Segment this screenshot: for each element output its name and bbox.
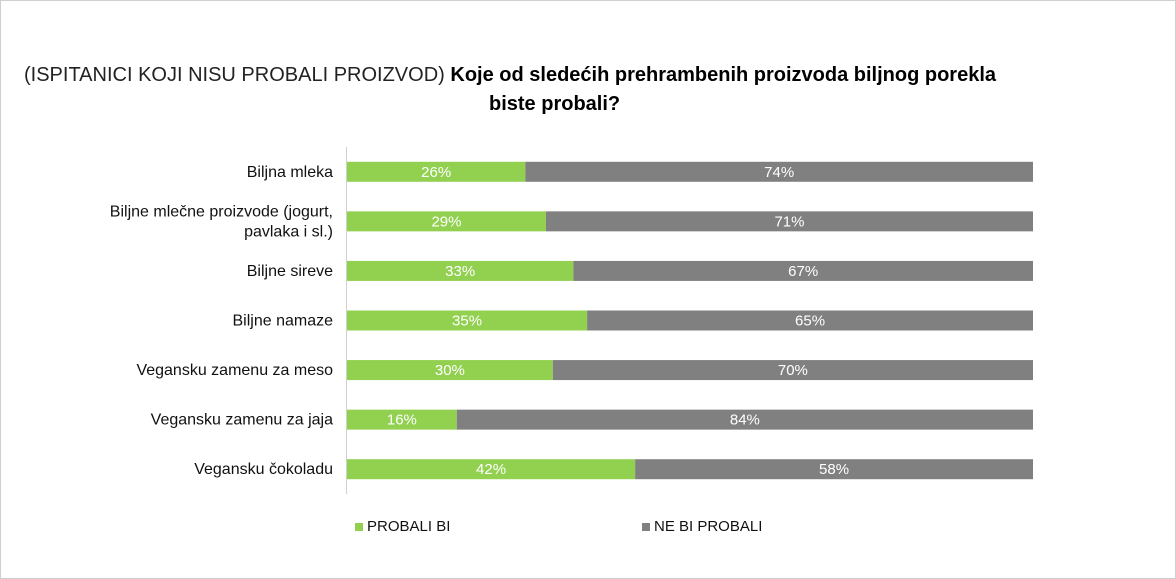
category-label: Biljne namaze (233, 313, 334, 330)
bar-segment (545, 211, 1033, 232)
data-label: 70% (778, 362, 808, 379)
title-line-1: Koje od sledećih prehrambenih proizvoda … (450, 64, 997, 86)
legend-swatch (355, 522, 363, 531)
title-prefix: (ISPITANICI KOJI NISU PROBALI PROIZVOD) (24, 64, 445, 86)
category-label: Vegansku čokoladu (194, 461, 333, 478)
data-label: 67% (788, 263, 818, 280)
legend-swatch (642, 522, 650, 531)
data-label: 33% (445, 263, 475, 280)
legend-label: PROBALI BI (367, 518, 451, 535)
bar-segment (587, 310, 1033, 331)
bar-segment (573, 260, 1033, 281)
legend: PROBALI BI NE BI PROBALI (0, 518, 1176, 542)
bar-segment (347, 161, 526, 182)
data-label: 71% (774, 213, 804, 230)
data-label: 58% (819, 461, 849, 478)
data-label: 16% (387, 412, 417, 429)
data-label: 84% (730, 412, 760, 429)
legend-label: NE BI PROBALI (654, 518, 763, 535)
category-label: Vegansku zamenu za meso (136, 362, 333, 379)
category-label: Biljna mleka (247, 164, 333, 181)
legend-item: PROBALI BI (355, 518, 450, 535)
title-line-2: biste probali? (489, 93, 621, 115)
data-label: 74% (764, 164, 794, 181)
bar-segment (347, 211, 546, 232)
bar-segment (347, 310, 588, 331)
data-label: 42% (476, 461, 506, 478)
category-label: Biljne sireve (247, 263, 333, 280)
category-label: Biljne mlečne proizvode (jogurt, pavlaka … (110, 203, 333, 240)
data-label: 29% (431, 213, 461, 230)
chart-title: (ISPITANICI KOJI NISU PROBALI PROIZVOD) … (24, 61, 1134, 119)
bar-segment (347, 360, 553, 381)
data-label: 30% (435, 362, 465, 379)
bar-segment (552, 360, 1033, 381)
bar-segment (347, 459, 636, 480)
category-label: Vegansku zamenu za jaja (151, 412, 333, 429)
data-label: 65% (795, 313, 825, 330)
bar-segment (347, 260, 574, 281)
data-label: 26% (421, 164, 451, 181)
bar-segment (635, 459, 1033, 480)
data-label: 35% (452, 313, 482, 330)
legend-item: NE BI PROBALI (642, 518, 762, 535)
bar-segment (347, 409, 457, 430)
bar-segment (525, 161, 1033, 182)
bar-segment (456, 409, 1033, 430)
